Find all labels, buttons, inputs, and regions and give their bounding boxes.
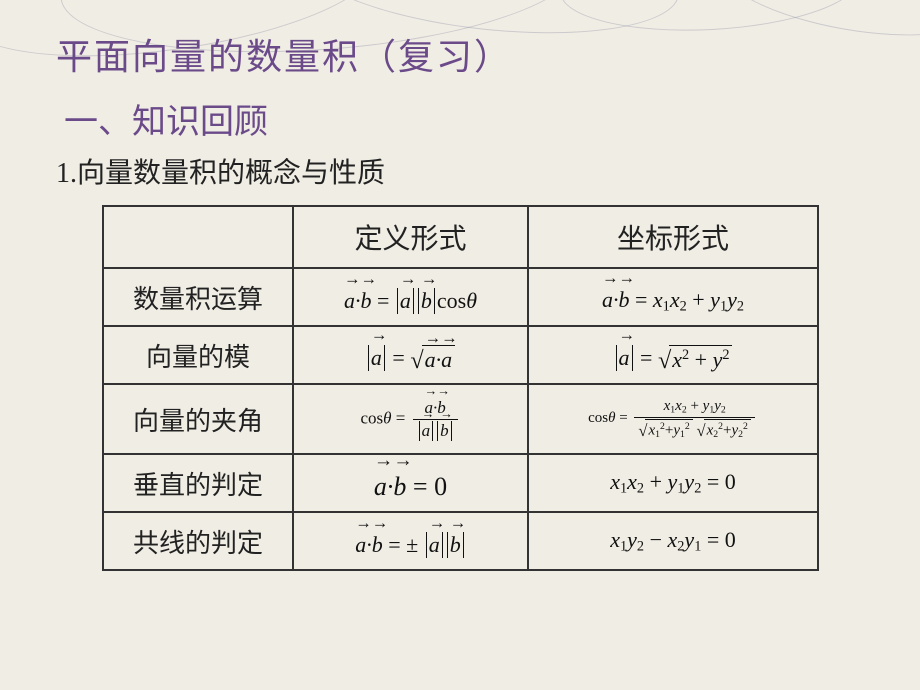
table-row: 垂直的判定 a→·b→ = 0 x1x2 + y1y2 = 0 [103, 454, 818, 512]
cell-perpendicular-coordinate: x1x2 + y1y2 = 0 [528, 454, 818, 512]
formula-table: 定义形式 坐标形式 数量积运算 a→·b→ = a→b→cosθ a→·b→ =… [102, 205, 819, 571]
cell-magnitude-coordinate: a→ = √x2 + y2 [528, 326, 818, 384]
row-label-dot-product: 数量积运算 [103, 268, 293, 326]
cell-collinear-definition: a→·b→ = ± a→b→ [293, 512, 528, 570]
table-row: 向量的夹角 cosθ = a→·b→ a→b→ cosθ = x1x2 + y1… [103, 384, 818, 454]
header-coordinate: 坐标形式 [528, 206, 818, 268]
cell-dotproduct-coordinate: a→·b→ = x1x2 + y1y2 [528, 268, 818, 326]
table-row: 向量的模 a→ = √a→·a→ a→ = √x2 + y2 [103, 326, 818, 384]
table-row: 共线的判定 a→·b→ = ± a→b→ x1y2 − x2y1 = 0 [103, 512, 818, 570]
cell-magnitude-definition: a→ = √a→·a→ [293, 326, 528, 384]
row-label-angle: 向量的夹角 [103, 384, 293, 454]
header-blank [103, 206, 293, 268]
header-definition: 定义形式 [293, 206, 528, 268]
row-label-magnitude: 向量的模 [103, 326, 293, 384]
row-label-collinear: 共线的判定 [103, 512, 293, 570]
subheading: 1.向量数量积的概念与性质 [56, 151, 864, 191]
page-title: 平面向量的数量积（复习） [56, 28, 864, 80]
cell-dotproduct-definition: a→·b→ = a→b→cosθ [293, 268, 528, 326]
row-label-perpendicular: 垂直的判定 [103, 454, 293, 512]
cell-collinear-coordinate: x1y2 − x2y1 = 0 [528, 512, 818, 570]
table-row: 数量积运算 a→·b→ = a→b→cosθ a→·b→ = x1x2 + y1… [103, 268, 818, 326]
cell-angle-definition: cosθ = a→·b→ a→b→ [293, 384, 528, 454]
cell-perpendicular-definition: a→·b→ = 0 [293, 454, 528, 512]
table-header-row: 定义形式 坐标形式 [103, 206, 818, 268]
slide-content: 平面向量的数量积（复习） 一、知识回顾 1.向量数量积的概念与性质 定义形式 坐… [0, 0, 920, 571]
section-heading: 一、知识回顾 [64, 94, 864, 143]
cell-angle-coordinate: cosθ = x1x2 + y1y2 √x12+y12 √x22+y22 [528, 384, 818, 454]
